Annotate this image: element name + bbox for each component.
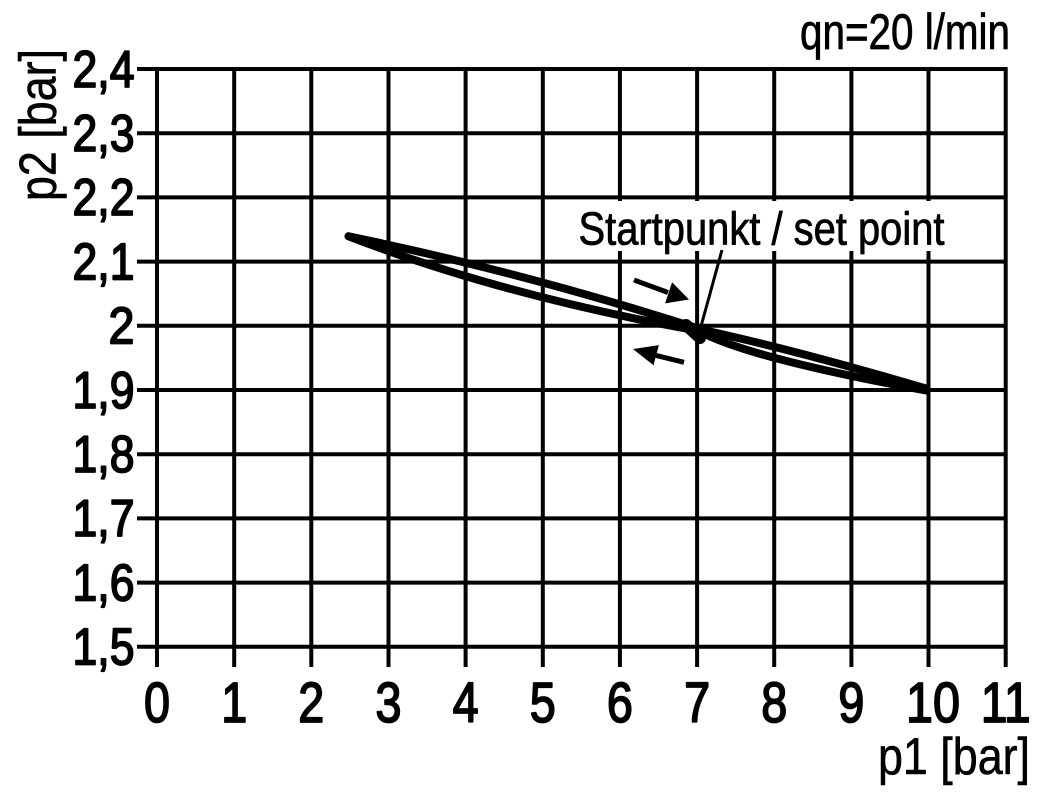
svg-text:p1 [bar]: p1 [bar]	[878, 728, 1030, 786]
svg-text:1,8: 1,8	[73, 426, 135, 484]
svg-text:7: 7	[684, 671, 710, 735]
svg-text:p2 [bar]: p2 [bar]	[10, 49, 68, 201]
svg-text:1,7: 1,7	[73, 490, 135, 548]
svg-text:2,2: 2,2	[73, 169, 135, 227]
svg-text:3: 3	[376, 671, 402, 735]
svg-text:10: 10	[906, 671, 960, 735]
svg-text:1,6: 1,6	[73, 554, 135, 612]
svg-text:6: 6	[607, 671, 633, 735]
svg-text:8: 8	[761, 671, 787, 735]
svg-text:9: 9	[838, 671, 864, 735]
svg-text:qn=20 l/min: qn=20 l/min	[800, 4, 1010, 60]
svg-text:5: 5	[530, 671, 556, 735]
svg-text:4: 4	[453, 671, 479, 735]
svg-text:1,5: 1,5	[73, 619, 135, 677]
svg-text:0: 0	[144, 671, 170, 735]
svg-text:11: 11	[981, 671, 1031, 735]
svg-text:1: 1	[221, 671, 247, 735]
svg-text:1,9: 1,9	[73, 362, 135, 420]
svg-text:2: 2	[298, 671, 324, 735]
svg-text:2: 2	[109, 298, 135, 356]
svg-text:Startpunkt / set point: Startpunkt / set point	[579, 203, 945, 255]
svg-text:2,3: 2,3	[73, 105, 135, 163]
svg-text:2,4: 2,4	[73, 41, 135, 99]
svg-text:2,1: 2,1	[73, 233, 135, 291]
